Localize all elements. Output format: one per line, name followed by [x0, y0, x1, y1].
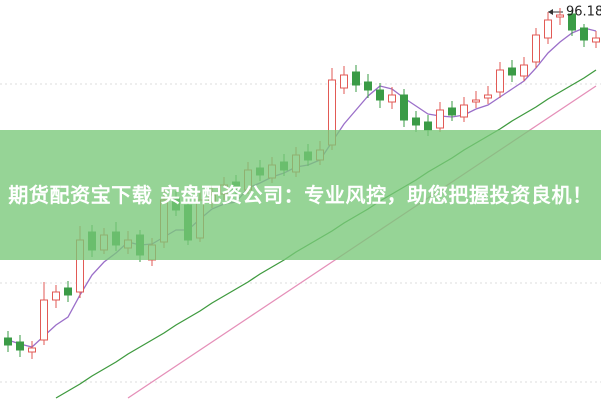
banner-title: 期货配资宝下载 实盘配资公司：专业风控，助您把握投资良机！	[8, 183, 593, 207]
candle-body	[388, 94, 396, 103]
candle-body	[460, 104, 468, 118]
candle-body	[352, 71, 360, 86]
candle-body	[40, 299, 48, 341]
candle-body	[340, 74, 348, 89]
candle-body	[448, 107, 456, 116]
candle-body	[472, 99, 480, 103]
candle-body	[532, 34, 540, 63]
candle-body	[556, 14, 564, 18]
candle-body	[544, 19, 552, 39]
candle-body	[496, 69, 504, 93]
candle-body	[52, 291, 60, 301]
banner: 期货配资宝下载 实盘配资公司：专业风控，助您把握投资良机！	[0, 130, 601, 260]
candle-body	[580, 27, 588, 41]
candle-body	[64, 287, 72, 296]
candle-body	[400, 94, 408, 121]
price-annotation: 96.18	[566, 5, 601, 20]
candle-body	[16, 341, 24, 351]
candle-body	[568, 13, 576, 31]
candle-body	[520, 64, 528, 77]
candle-body	[484, 94, 492, 99]
candle-body	[412, 117, 420, 126]
candle-body	[436, 109, 444, 129]
candle-body	[424, 121, 432, 131]
candle-body	[376, 89, 384, 101]
annotation-arrowhead	[548, 9, 553, 15]
candle-body	[592, 37, 600, 43]
candle-body	[4, 337, 12, 346]
candle-body	[28, 347, 36, 353]
candle-body	[508, 67, 516, 76]
candle-body	[364, 81, 372, 91]
